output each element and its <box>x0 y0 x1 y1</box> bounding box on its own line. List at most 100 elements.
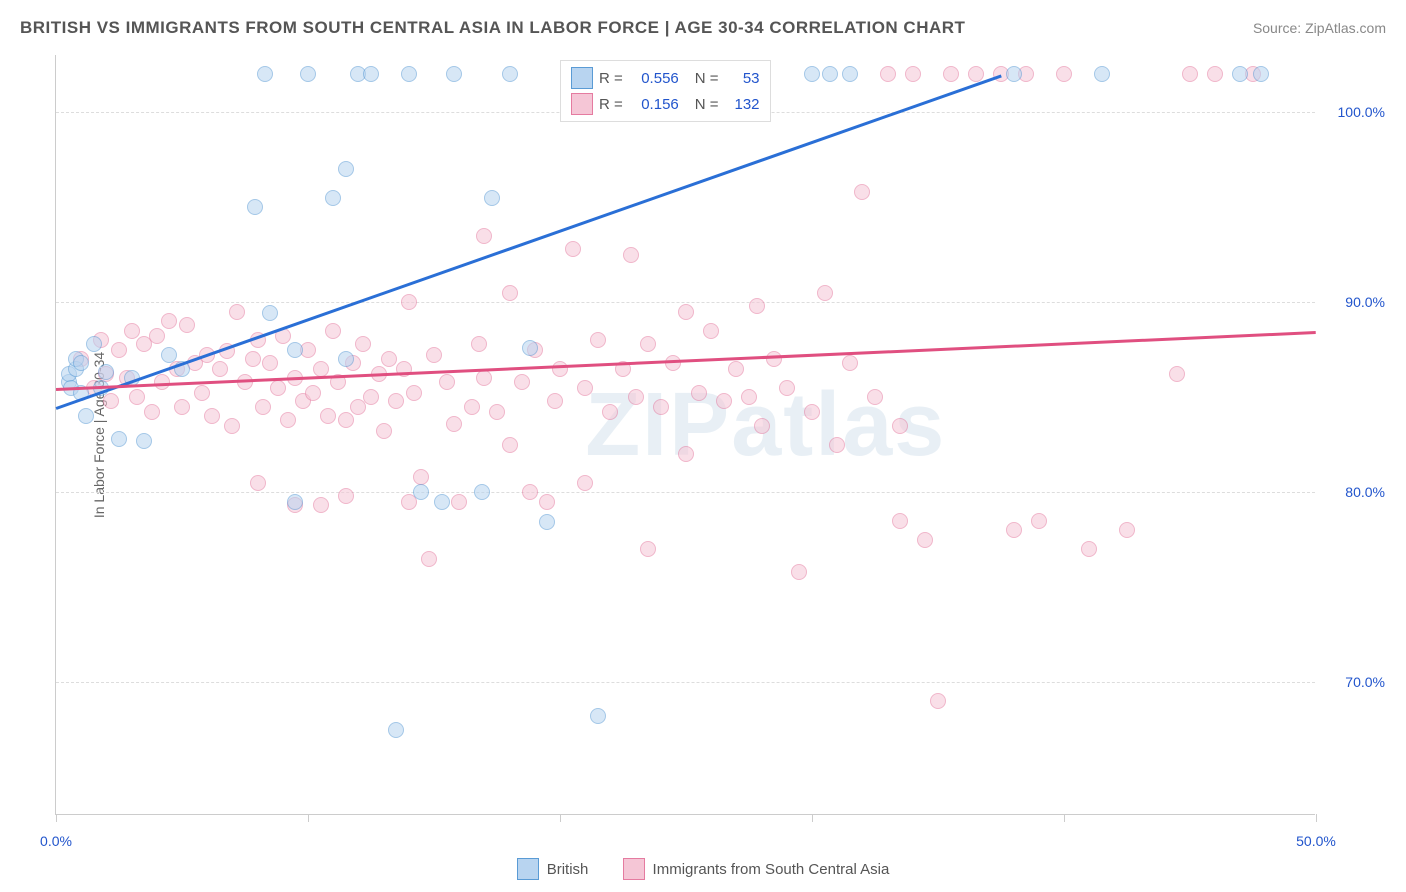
data-point <box>968 66 984 82</box>
chart-title: BRITISH VS IMMIGRANTS FROM SOUTH CENTRAL… <box>20 18 965 38</box>
x-tick <box>308 814 309 822</box>
data-point <box>446 416 462 432</box>
x-tick <box>56 814 57 822</box>
data-point <box>547 393 563 409</box>
data-point <box>791 564 807 580</box>
r-value: 0.156 <box>629 96 679 113</box>
data-point <box>413 469 429 485</box>
data-point <box>280 412 296 428</box>
x-tick-label: 50.0% <box>1296 833 1336 849</box>
data-point <box>930 693 946 709</box>
data-point <box>577 380 593 396</box>
data-point <box>1119 522 1135 538</box>
data-point <box>287 342 303 358</box>
data-point <box>502 437 518 453</box>
data-point <box>376 423 392 439</box>
data-point <box>464 399 480 415</box>
scatter-chart: In Labor Force | Age 30-34 ZIPatlas 70.0… <box>55 55 1315 815</box>
data-point <box>338 412 354 428</box>
n-label: N = <box>695 70 719 87</box>
data-point <box>149 328 165 344</box>
data-point <box>78 408 94 424</box>
data-point <box>1031 513 1047 529</box>
data-point <box>381 351 397 367</box>
data-point <box>179 317 195 333</box>
data-point <box>224 418 240 434</box>
data-point <box>413 484 429 500</box>
data-point <box>628 389 644 405</box>
data-point <box>300 66 316 82</box>
bottom-legend: British Immigrants from South Central As… <box>0 858 1406 884</box>
data-point <box>484 190 500 206</box>
data-point <box>640 336 656 352</box>
data-point <box>703 323 719 339</box>
data-point <box>245 351 261 367</box>
data-point <box>136 433 152 449</box>
data-point <box>1081 541 1097 557</box>
data-point <box>539 514 555 530</box>
data-point <box>678 446 694 462</box>
data-point <box>640 541 656 557</box>
data-point <box>174 399 190 415</box>
data-point <box>653 399 669 415</box>
data-point <box>426 347 442 363</box>
data-point <box>338 351 354 367</box>
n-label: N = <box>695 96 719 113</box>
x-tick <box>560 814 561 822</box>
data-point <box>270 380 286 396</box>
data-point <box>476 228 492 244</box>
data-point <box>388 722 404 738</box>
data-point <box>917 532 933 548</box>
data-point <box>880 66 896 82</box>
data-point <box>98 364 114 380</box>
stats-row: R =0.556N =53 <box>571 65 760 91</box>
data-point <box>728 361 744 377</box>
square-icon <box>517 858 539 880</box>
data-point <box>313 497 329 513</box>
data-point <box>522 340 538 356</box>
data-point <box>716 393 732 409</box>
data-point <box>1094 66 1110 82</box>
gridline <box>56 682 1315 683</box>
data-point <box>1006 522 1022 538</box>
data-point <box>194 385 210 401</box>
data-point <box>539 494 555 510</box>
data-point <box>406 385 422 401</box>
data-point <box>1207 66 1223 82</box>
data-point <box>749 298 765 314</box>
data-point <box>590 708 606 724</box>
square-icon <box>571 93 593 115</box>
data-point <box>502 66 518 82</box>
data-point <box>867 389 883 405</box>
y-tick-label: 80.0% <box>1325 484 1385 500</box>
data-point <box>522 484 538 500</box>
x-tick <box>812 814 813 822</box>
data-point <box>1253 66 1269 82</box>
data-point <box>388 393 404 409</box>
data-point <box>552 361 568 377</box>
data-point <box>338 161 354 177</box>
data-point <box>514 374 530 390</box>
data-point <box>355 336 371 352</box>
legend-item-british: British <box>517 858 589 880</box>
data-point <box>257 66 273 82</box>
data-point <box>124 323 140 339</box>
x-tick <box>1064 814 1065 822</box>
legend-item-immigrants: Immigrants from South Central Asia <box>623 858 890 880</box>
data-point <box>73 355 89 371</box>
x-tick <box>1316 814 1317 822</box>
data-point <box>842 66 858 82</box>
data-point <box>446 66 462 82</box>
data-point <box>154 374 170 390</box>
y-tick-label: 90.0% <box>1325 294 1385 310</box>
data-point <box>476 370 492 386</box>
data-point <box>489 404 505 420</box>
data-point <box>212 361 228 377</box>
title-bar: BRITISH VS IMMIGRANTS FROM SOUTH CENTRAL… <box>20 18 1386 38</box>
data-point <box>439 374 455 390</box>
data-point <box>779 380 795 396</box>
data-point <box>144 404 160 420</box>
data-point <box>434 494 450 510</box>
data-point <box>623 247 639 263</box>
data-point <box>363 66 379 82</box>
